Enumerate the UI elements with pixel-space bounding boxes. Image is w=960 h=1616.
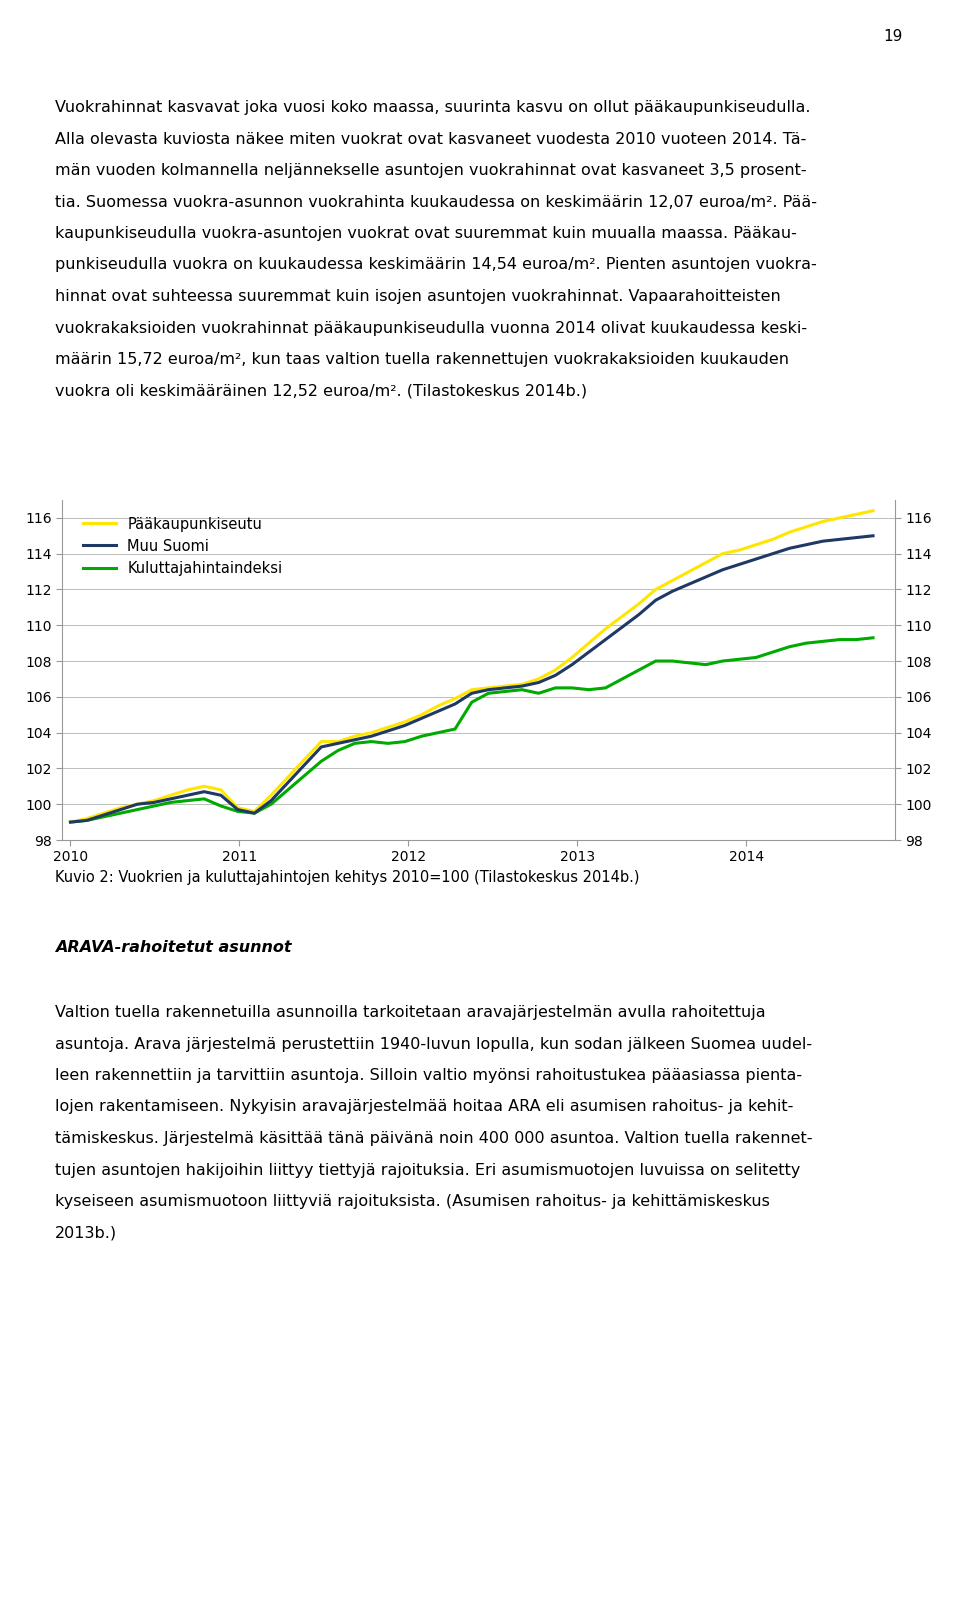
Text: tia. Suomessa vuokra-asunnon vuokrahinta kuukaudessa on keskimäärin 12,07 euroa/: tia. Suomessa vuokra-asunnon vuokrahinta… [55, 194, 817, 210]
Text: Valtion tuella rakennetuilla asunnoilla tarkoitetaan aravajärjestelmän avulla ra: Valtion tuella rakennetuilla asunnoilla … [55, 1005, 766, 1020]
Text: Kuvio 2: Vuokrien ja kuluttajahintojen kehitys 2010=100 (Tilastokeskus 2014b.): Kuvio 2: Vuokrien ja kuluttajahintojen k… [55, 869, 639, 886]
Text: vuokra oli keskimääräinen 12,52 euroa/m². (Tilastokeskus 2014b.): vuokra oli keskimääräinen 12,52 euroa/m²… [55, 383, 588, 399]
Text: kaupunkiseudulla vuokra-asuntojen vuokrat ovat suuremmat kuin muualla maassa. Pä: kaupunkiseudulla vuokra-asuntojen vuokra… [55, 226, 797, 241]
Text: hinnat ovat suhteessa suuremmat kuin isojen asuntojen vuokrahinnat. Vapaarahoitt: hinnat ovat suhteessa suuremmat kuin iso… [55, 289, 780, 304]
Text: 19: 19 [883, 29, 902, 44]
Text: määrin 15,72 euroa/m², kun taas valtion tuella rakennettujen vuokrakaksioiden ku: määrin 15,72 euroa/m², kun taas valtion … [55, 352, 789, 367]
Text: leen rakennettiin ja tarvittiin asuntoja. Silloin valtio myönsi rahoitustukea pä: leen rakennettiin ja tarvittiin asuntoja… [55, 1068, 803, 1083]
Text: 2013b.): 2013b.) [55, 1225, 117, 1241]
Text: asuntoja. Arava järjestelmä perustettiin 1940-luvun lopulla, kun sodan jälkeen S: asuntoja. Arava järjestelmä perustettiin… [55, 1036, 812, 1052]
Text: Alla olevasta kuviosta näkee miten vuokrat ovat kasvaneet vuodesta 2010 vuoteen : Alla olevasta kuviosta näkee miten vuokr… [55, 131, 806, 147]
Text: lojen rakentamiseen. Nykyisin aravajärjestelmää hoitaa ARA eli asumisen rahoitus: lojen rakentamiseen. Nykyisin aravajärje… [55, 1099, 793, 1115]
Text: tämiskeskus. Järjestelmä käsittää tänä päivänä noin 400 000 asuntoa. Valtion tue: tämiskeskus. Järjestelmä käsittää tänä p… [55, 1131, 812, 1146]
Text: Vuokrahinnat kasvavat joka vuosi koko maassa, suurinta kasvu on ollut pääkaupunk: Vuokrahinnat kasvavat joka vuosi koko ma… [55, 100, 810, 115]
Text: ARAVA-rahoitetut asunnot: ARAVA-rahoitetut asunnot [55, 941, 292, 955]
Legend: Pääkaupunkiseutu, Muu Suomi, Kuluttajahintaindeksi: Pääkaupunkiseutu, Muu Suomi, Kuluttajahi… [78, 511, 288, 582]
Text: män vuoden kolmannella neljännekselle asuntojen vuokrahinnat ovat kasvaneet 3,5 : män vuoden kolmannella neljännekselle as… [55, 163, 806, 178]
Text: punkiseudulla vuokra on kuukaudessa keskimäärin 14,54 euroa/m². Pienten asuntoje: punkiseudulla vuokra on kuukaudessa kesk… [55, 257, 817, 273]
Text: kyseiseen asumismuotoon liittyviä rajoituksista. (Asumisen rahoitus- ja kehittäm: kyseiseen asumismuotoon liittyviä rajoit… [55, 1194, 770, 1209]
Text: tujen asuntojen hakijoihin liittyy tiettyjä rajoituksia. Eri asumismuotojen luvu: tujen asuntojen hakijoihin liittyy tiett… [55, 1162, 801, 1178]
Text: vuokrakaksioiden vuokrahinnat pääkaupunkiseudulla vuonna 2014 olivat kuukaudessa: vuokrakaksioiden vuokrahinnat pääkaupunk… [55, 320, 807, 336]
